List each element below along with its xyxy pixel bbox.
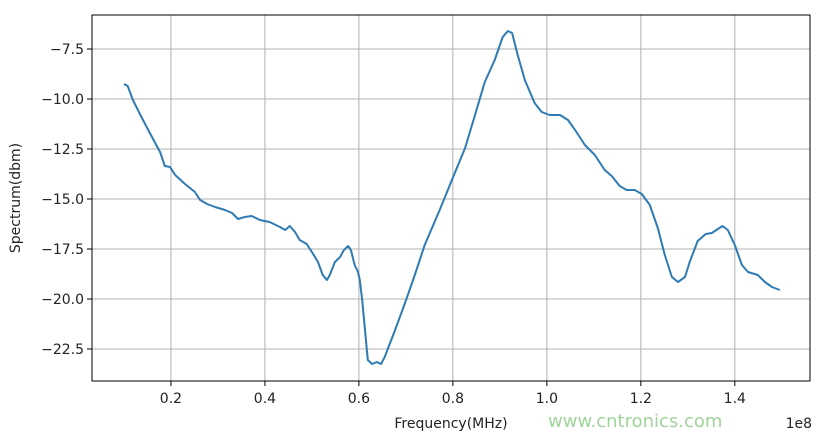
y-tick-label: −7.5 bbox=[50, 42, 84, 58]
plot-frame bbox=[91, 14, 811, 382]
y-tick-label: −22.5 bbox=[41, 342, 84, 358]
y-tick-label: −20.0 bbox=[41, 292, 84, 308]
x-tick-label: 0.4 bbox=[254, 391, 276, 407]
x-tick-label: 0.6 bbox=[348, 391, 370, 407]
watermark: www.cntronics.com bbox=[548, 411, 723, 432]
y-tick-label: −15.0 bbox=[41, 192, 84, 208]
x-axis: 0.2 0.4 0.6 0.8 1.0 1.2 1.4 bbox=[160, 381, 746, 407]
y-axis-label: Spectrum(dbm) bbox=[8, 143, 24, 253]
x-tick-label: 0.8 bbox=[442, 391, 464, 407]
x-offset-label: 1e8 bbox=[786, 416, 812, 432]
x-tick-label: 1.2 bbox=[630, 391, 652, 407]
x-tick-label: 1.0 bbox=[536, 391, 558, 407]
y-tick-label: −12.5 bbox=[41, 142, 84, 158]
x-tick-label: 0.2 bbox=[160, 391, 182, 407]
spectrum-line bbox=[123, 30, 781, 365]
x-axis-label: Frequency(MHz) bbox=[394, 416, 507, 432]
grid bbox=[92, 15, 810, 381]
y-tick-label: −10.0 bbox=[41, 92, 84, 108]
x-tick-label: 1.4 bbox=[724, 391, 746, 407]
y-axis: −7.5 −10.0 −12.5 −15.0 −17.5 −20.0 −22.5 bbox=[41, 42, 92, 358]
y-tick-label: −17.5 bbox=[41, 242, 84, 258]
